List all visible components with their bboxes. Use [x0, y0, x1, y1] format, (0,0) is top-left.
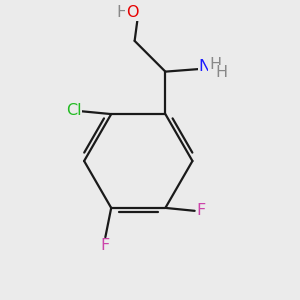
Text: H: H — [209, 56, 221, 71]
Text: F: F — [101, 238, 110, 253]
Text: o: o — [128, 3, 139, 21]
Text: N: N — [199, 59, 211, 74]
Text: Cl: Cl — [66, 103, 82, 118]
Text: H: H — [118, 4, 130, 19]
Text: O: O — [126, 5, 139, 20]
Text: H: H — [116, 5, 128, 20]
Text: H: H — [215, 65, 227, 80]
Text: F: F — [196, 203, 206, 218]
